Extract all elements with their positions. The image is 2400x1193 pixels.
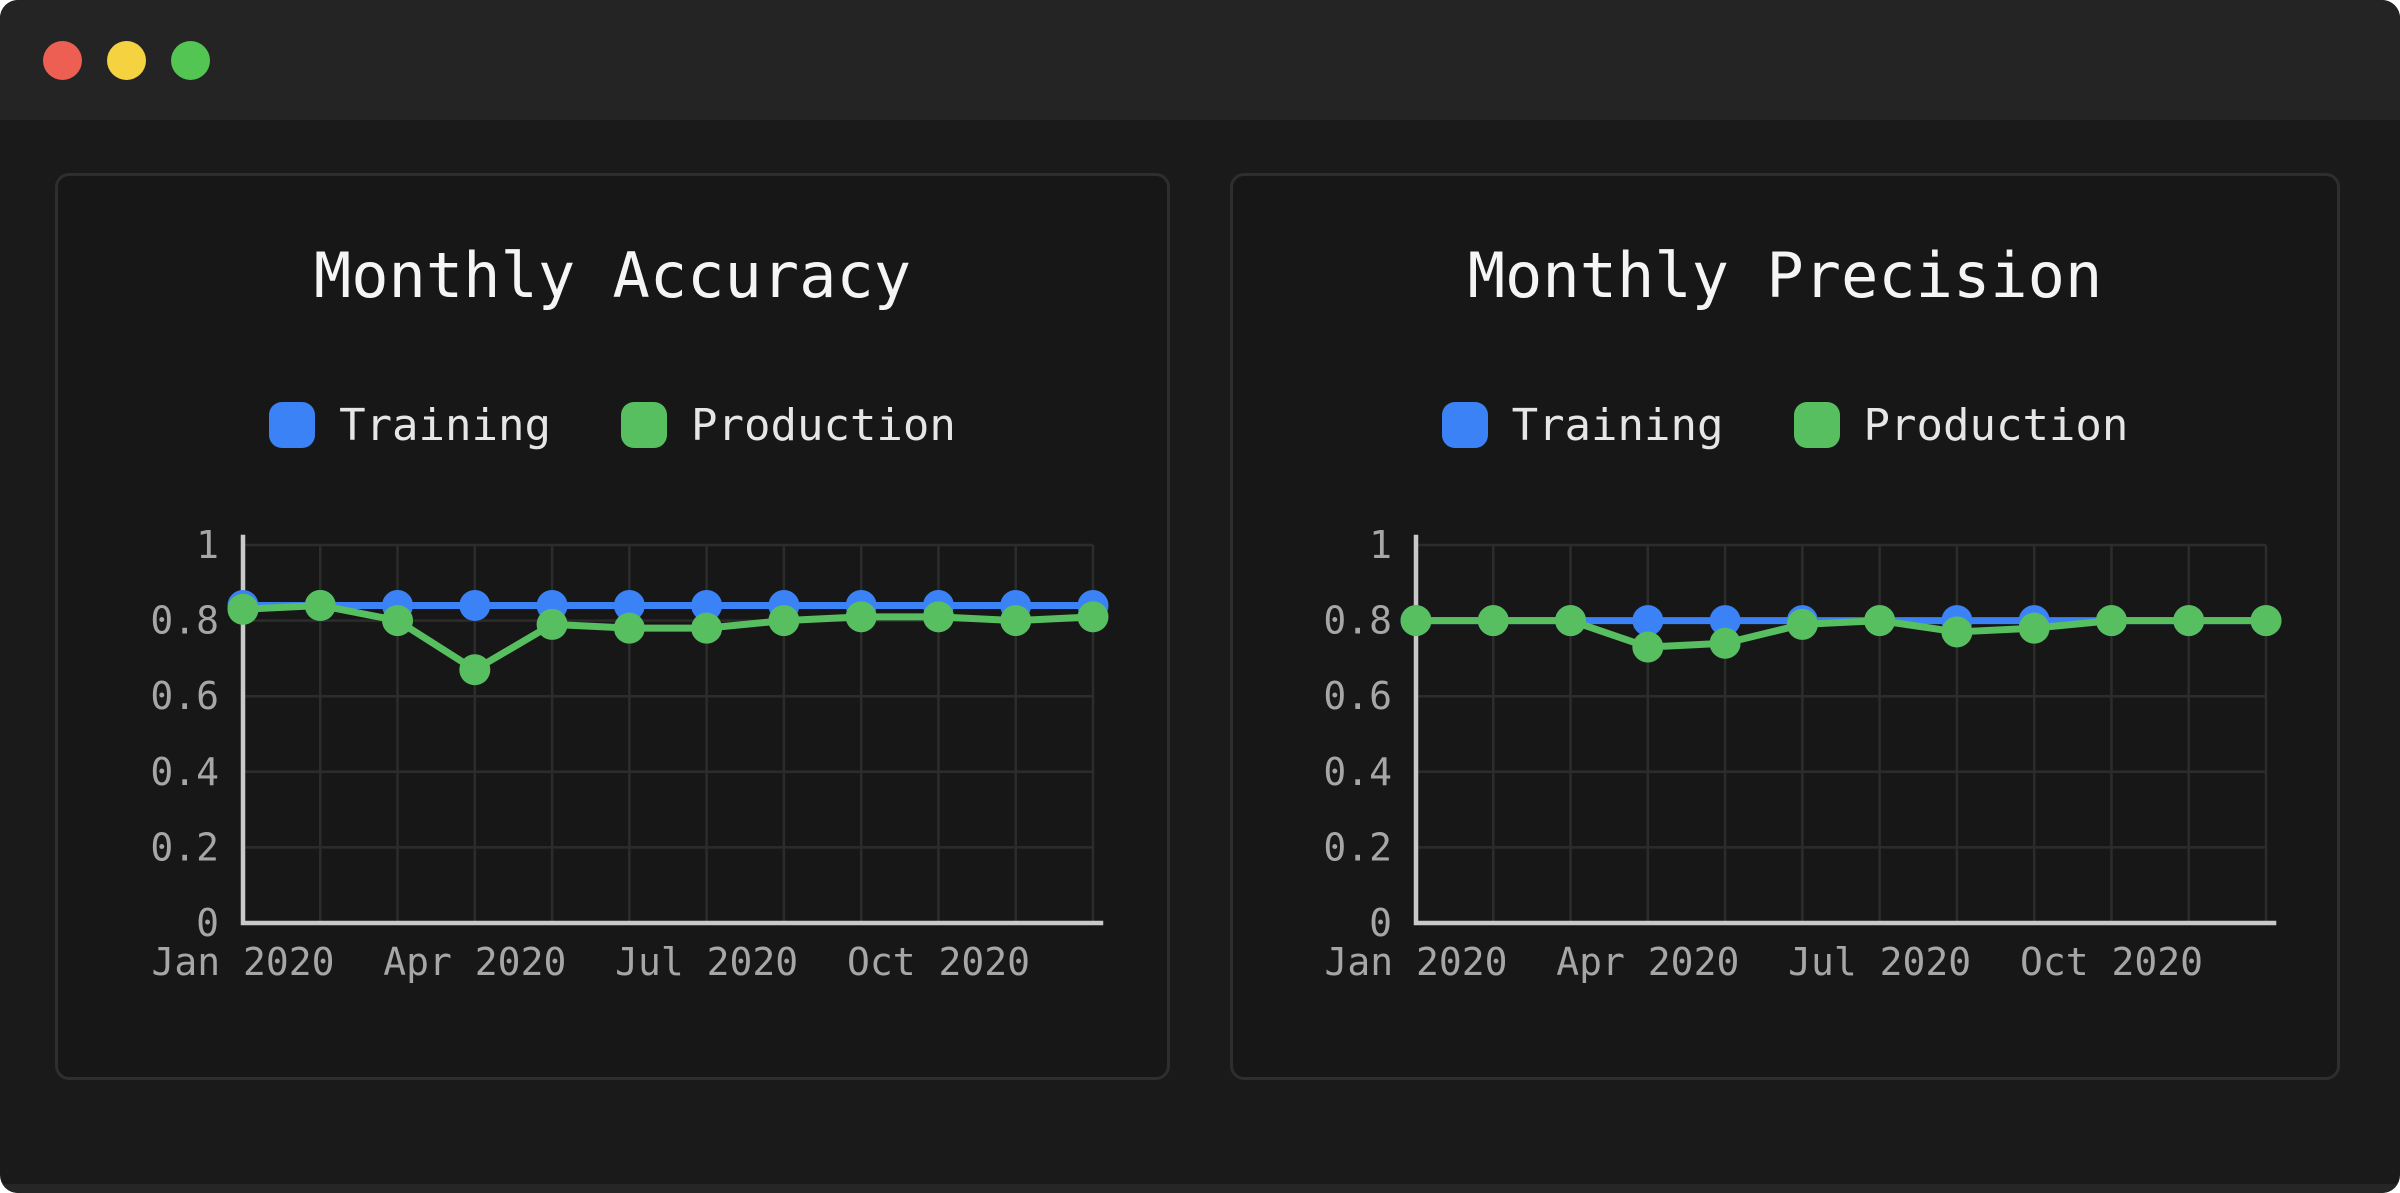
series-point-production bbox=[1077, 601, 1109, 633]
chart-legend: Training Production bbox=[1441, 399, 2129, 451]
series-point-production bbox=[1000, 605, 1032, 637]
series-point-production bbox=[2172, 605, 2204, 637]
y-axis-tick-label: 0.2 bbox=[150, 826, 219, 870]
y-axis-tick-label: 0 bbox=[1369, 901, 1392, 945]
series-point-production bbox=[768, 605, 800, 637]
series-point-production bbox=[1477, 605, 1509, 637]
x-axis-tick-label: Jul 2020 bbox=[615, 940, 798, 984]
series-line-production bbox=[1415, 617, 2266, 651]
y-axis-tick-label: 0.6 bbox=[1323, 674, 1392, 718]
x-axis-tick-label: Jul 2020 bbox=[1788, 940, 1971, 984]
y-axis-tick-label: 0.8 bbox=[150, 599, 219, 643]
series-point-training bbox=[691, 590, 723, 622]
series-point-training bbox=[1631, 605, 1663, 637]
chart-title-precision: Monthly Precision bbox=[1467, 239, 2103, 312]
chart-card-accuracy: Monthly Accuracy Training Production 0 0.2… bbox=[55, 173, 1170, 1080]
legend-label: Production bbox=[1863, 399, 2129, 451]
series-point-production bbox=[536, 609, 568, 641]
close-button[interactable] bbox=[43, 40, 82, 80]
series-point-production bbox=[1554, 605, 1586, 637]
zoom-button[interactable] bbox=[171, 40, 210, 80]
y-axis-tick-label: 1 bbox=[196, 523, 219, 567]
charts-container: Monthly Accuracy Training Production 0 0.2… bbox=[0, 120, 2400, 1080]
x-axis-tick-label: Oct 2020 bbox=[847, 940, 1030, 984]
x-axis-tick-label: Oct 2020 bbox=[2019, 940, 2202, 984]
series-point-training bbox=[613, 590, 645, 622]
axis-lines bbox=[1413, 535, 2276, 926]
legend-label: Training bbox=[1511, 399, 1724, 451]
series-point-production bbox=[1940, 616, 1972, 648]
series-point-production bbox=[227, 594, 259, 626]
y-axis-tick-label: 0.6 bbox=[150, 674, 219, 718]
y-axis-tick-label: 0.8 bbox=[1323, 599, 1392, 643]
chart-card-precision: Monthly Precision Training Production 0 0.… bbox=[1230, 173, 2340, 1080]
legend-item-production[interactable]: Production bbox=[1793, 399, 2129, 451]
legend-swatch-training bbox=[269, 402, 316, 449]
y-axis-tick-label: 0.4 bbox=[1323, 750, 1392, 794]
series-point-production bbox=[382, 605, 414, 637]
line-chart: 0 0.2 0.4 0.6 0.8 1 Jan 2020 Apr 2020 Jul 2020 Oc… bbox=[1323, 523, 2281, 984]
series-point-production bbox=[845, 601, 877, 633]
series-line-production bbox=[242, 602, 1094, 674]
y-axis-tick-label: 0.2 bbox=[1323, 826, 1392, 870]
series-point-production bbox=[2095, 605, 2127, 637]
series-point-production bbox=[1400, 605, 1431, 637]
axis-lines bbox=[240, 535, 1104, 926]
x-axis-tick-label: Jan 2020 bbox=[1324, 940, 1507, 984]
legend-item-training[interactable]: Training bbox=[269, 400, 551, 451]
minimize-button[interactable] bbox=[107, 40, 146, 80]
legend-swatch-production bbox=[1793, 402, 1840, 449]
line-chart: 0 0.2 0.4 0.6 0.8 1 Jan 2020 Apr 2020 Jul 2020 Oc… bbox=[150, 523, 1109, 984]
series-point-training bbox=[1709, 605, 1741, 637]
x-axis-tick-label: Jan 2020 bbox=[151, 940, 334, 984]
x-axis-tick-label: Apr 2020 bbox=[383, 940, 566, 984]
series-point-production bbox=[1709, 628, 1741, 660]
series-point-production bbox=[922, 601, 954, 633]
y-axis-tick-label: 1 bbox=[1369, 523, 1392, 567]
series-point-production bbox=[2018, 612, 2050, 644]
legend-item-production[interactable]: Production bbox=[621, 400, 956, 451]
chart-plot-area: 0 0.2 0.4 0.6 0.8 1 Jan 2020 Apr 2020 Jul 2020 Oc… bbox=[85, 523, 1140, 998]
series-point-production bbox=[1631, 631, 1663, 663]
chart-plot-area: 0 0.2 0.4 0.6 0.8 1 Jan 2020 Apr 2020 Jul 2020 Oc… bbox=[1258, 523, 2313, 998]
y-axis-tick-label: 0 bbox=[196, 901, 219, 945]
series-point-production bbox=[1786, 609, 1818, 641]
series-point-production bbox=[2250, 605, 2281, 637]
legend-item-training[interactable]: Training bbox=[1441, 399, 1724, 451]
legend-swatch-training bbox=[1441, 402, 1488, 449]
series-point-production bbox=[691, 612, 723, 644]
legend-label: Production bbox=[691, 399, 956, 451]
series-point-training bbox=[459, 590, 491, 622]
series-point-production bbox=[304, 590, 336, 622]
series-point-production bbox=[613, 612, 645, 644]
chart-title-accuracy: Monthly Accuracy bbox=[313, 239, 912, 312]
chart-legend: Training Production bbox=[269, 399, 956, 451]
legend-swatch-production bbox=[621, 402, 667, 449]
series-point-production bbox=[1863, 605, 1895, 637]
x-axis-tick-label: Apr 2020 bbox=[1556, 940, 1739, 984]
legend-label: Training bbox=[339, 399, 551, 451]
window-titlebar bbox=[0, 0, 2400, 120]
series-point-production bbox=[459, 654, 491, 686]
y-axis-tick-label: 0.4 bbox=[150, 750, 219, 794]
window-bottom-bevel bbox=[0, 1184, 2400, 1193]
